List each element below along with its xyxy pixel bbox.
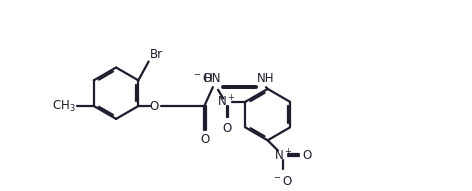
Text: O: O: [222, 122, 231, 135]
Text: HN: HN: [204, 72, 222, 85]
Text: $^-$O: $^-$O: [192, 72, 213, 86]
Text: Br: Br: [151, 48, 163, 61]
Text: CH$_3$: CH$_3$: [52, 99, 76, 114]
Text: O: O: [303, 149, 312, 162]
Text: NH: NH: [257, 72, 275, 85]
Text: $^-$O: $^-$O: [272, 175, 294, 188]
Text: O: O: [201, 134, 210, 146]
Text: N$^+$: N$^+$: [217, 94, 236, 109]
Text: N$^+$: N$^+$: [274, 148, 292, 163]
Text: O: O: [149, 100, 159, 112]
